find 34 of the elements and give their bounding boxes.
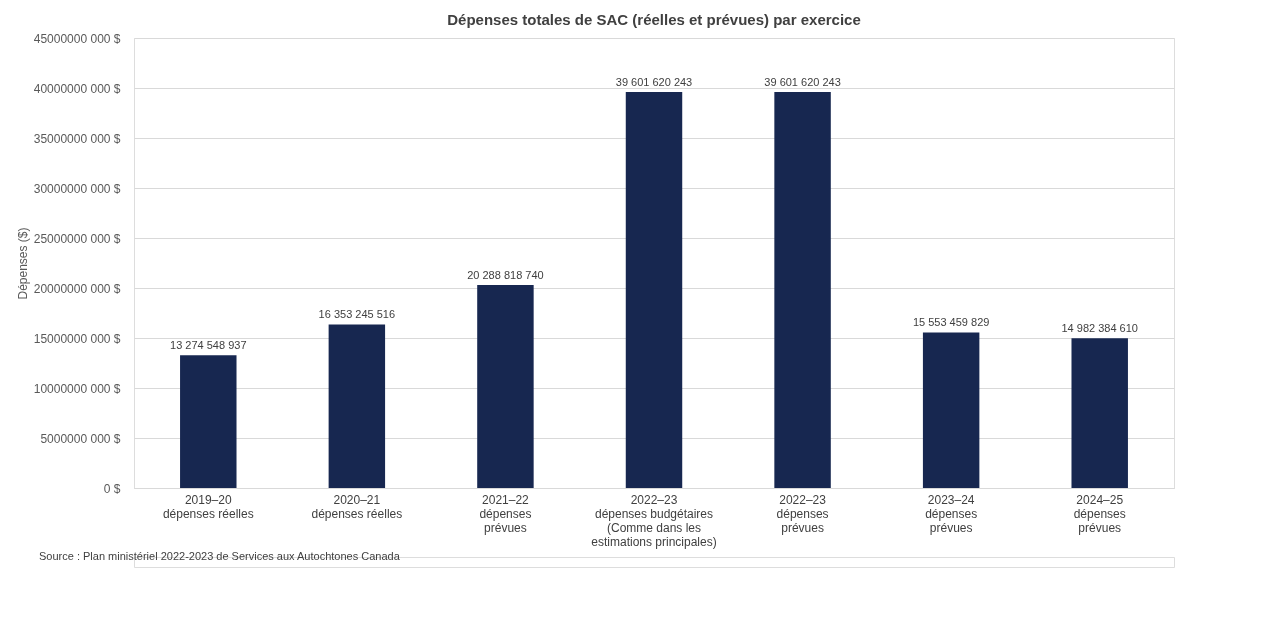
bar xyxy=(328,324,386,488)
y-tick-label: 0 $ xyxy=(103,481,121,496)
y-tick-label: 15000000 000 $ xyxy=(33,331,121,346)
y-tick-label: 35000000 000 $ xyxy=(33,131,121,146)
y-axis-title: Dépenses ($) xyxy=(15,227,30,300)
bar xyxy=(625,91,683,488)
bar xyxy=(180,355,237,488)
x-tick-label: 2021–22 dépenses prévues xyxy=(479,492,532,535)
y-tick-label: 10000000 000 $ xyxy=(33,381,121,396)
data-label: 39 601 620 243 xyxy=(615,75,693,88)
bar xyxy=(1071,338,1128,488)
bar xyxy=(922,332,980,488)
x-tick-label: 2022–23 dépenses budgétaires (Comme dans les estimations principales) xyxy=(591,492,717,549)
data-label: 39 601 620 243 xyxy=(764,75,841,88)
x-tick-label: 2020–21 dépenses réelles xyxy=(311,492,403,521)
data-label: 14 982 384 610 xyxy=(1061,322,1138,335)
y-tick-label: 5000000 000 $ xyxy=(40,431,121,446)
data-label: 13 274 548 937 xyxy=(170,339,247,352)
chart-title: Dépenses totales de SAC (réelles et prévues) par exercice xyxy=(447,11,861,28)
y-tick-label: 45000000 000 $ xyxy=(33,31,121,46)
y-tick-label: 30000000 000 $ xyxy=(33,181,121,196)
bar xyxy=(477,285,534,488)
x-tick-label: 2022–23 dépenses prévues xyxy=(776,492,829,535)
data-label: 15 553 459 829 xyxy=(912,316,990,329)
y-tick-label: 20000000 000 $ xyxy=(33,281,121,296)
x-tick-label: 2023–24 dépenses prévues xyxy=(925,492,978,535)
data-label: 20 288 818 740 xyxy=(467,269,544,282)
source-note: Source : Plan ministériel 2022-2023 de Services aux Autochtones Canada xyxy=(39,550,401,562)
y-tick-label: 25000000 000 $ xyxy=(33,231,121,246)
x-tick-label: 2019–20 dépenses réelles xyxy=(162,492,254,521)
x-tick-label: 2024–25 dépenses prévues xyxy=(1073,492,1126,535)
data-label: 16 353 245 516 xyxy=(318,308,396,321)
y-tick-label: 40000000 000 $ xyxy=(33,81,121,96)
bar xyxy=(774,91,831,488)
